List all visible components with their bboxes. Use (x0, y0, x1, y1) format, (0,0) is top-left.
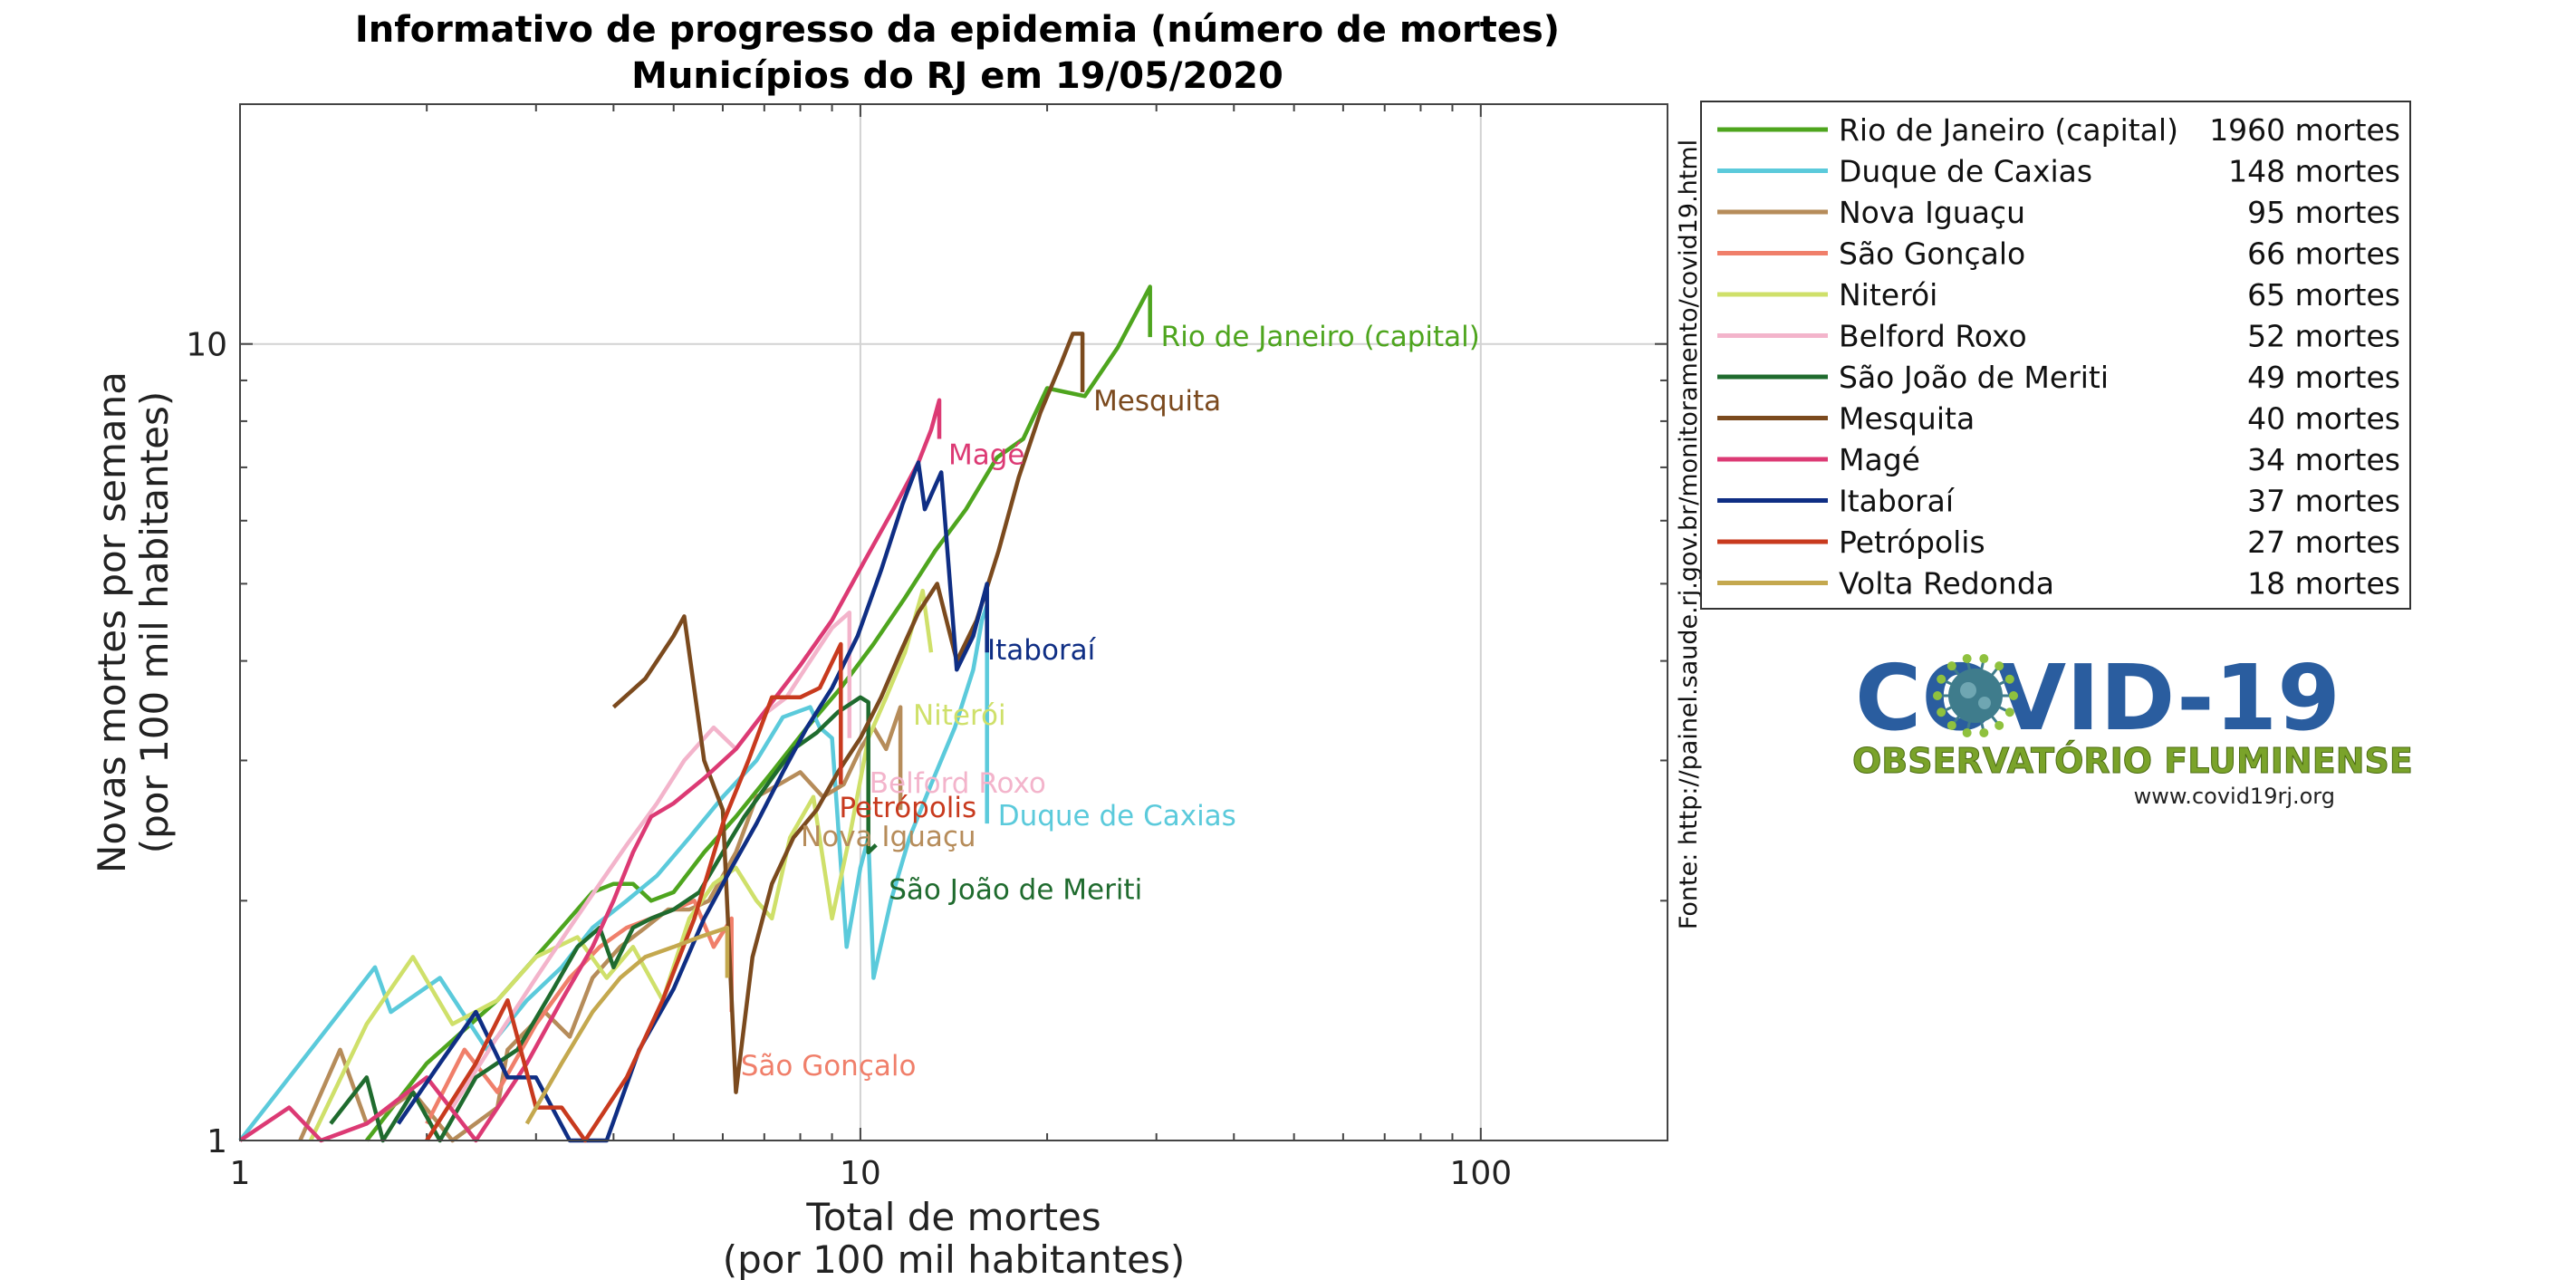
virus-spike-tip (1962, 654, 1972, 664)
legend-name-3: São Gonçalo (1839, 236, 2025, 272)
series-label-4: Niterói (913, 699, 1006, 732)
series-label-8: Magé (948, 438, 1025, 471)
virus-spike-tip (2004, 707, 2014, 717)
y-axis-label: Novas mortes por semana (90, 371, 134, 873)
plot-frame (239, 103, 1668, 1141)
series-label-10: Petrópolis (839, 792, 976, 824)
series-line-11 (524, 925, 730, 1125)
virus-spike-tip (2004, 674, 2014, 684)
x-tick-label: 100 (1449, 1155, 1512, 1192)
series-line-5 (450, 610, 852, 1109)
series-end-labels: Rio de Janeiro (capital) Duque de Caxias N… (741, 321, 1480, 1083)
y-axis-sublabel: (por 100 mil habitantes) (132, 391, 177, 854)
legend: Rio de Janeiro (capital) 1960 mortes Duque… (1700, 101, 2411, 610)
legend-name-11: Volta Redonda (1839, 566, 2054, 602)
series-label-2: Nova Iguaçu (801, 821, 976, 853)
legend-deaths-0: 1960 mortes (2209, 112, 2400, 148)
series-label-6: São João de Meriti (889, 874, 1142, 907)
series-lines (238, 284, 1152, 1143)
chart-subtitle: Municípios do RJ em 19/05/2020 (631, 55, 1283, 97)
chart-title: Informativo de progresso da epidemia (nú… (355, 9, 1560, 51)
y-tick-label: 1 (207, 1123, 227, 1160)
legend-name-2: Nova Iguaçu (1839, 195, 2025, 230)
legend-name-0: Rio de Janeiro (capital) (1839, 112, 2178, 148)
legend-name-1: Duque de Caxias (1839, 154, 2092, 189)
axis-ticks: 1 10 100 1 10 (186, 103, 1668, 1192)
legend-name-9: Itaboraí (1839, 484, 1956, 519)
series-label-3: São Gonçalo (741, 1050, 917, 1083)
series-line-9 (396, 460, 989, 1143)
legend-name-6: São João de Meriti (1839, 360, 2109, 395)
x-axis-sublabel: (por 100 mil habitantes) (723, 1237, 1186, 1280)
series-label-7: Mesquita (1093, 385, 1221, 418)
legend-deaths-5: 52 mortes (2247, 319, 2400, 354)
series-line-8 (238, 398, 942, 1143)
logo-title: COVID-19 (1855, 645, 2341, 751)
legend-name-7: Mesquita (1839, 401, 1975, 437)
legend-deaths-2: 95 mortes (2247, 195, 2400, 230)
legend-deaths-9: 37 mortes (2247, 484, 2400, 519)
legend-name-4: Niterói (1839, 277, 1937, 313)
virus-spot (1960, 682, 1976, 698)
virus-spike-tip (2009, 691, 2018, 700)
series-label-5: Belford Roxo (870, 767, 1046, 800)
logo-subtitle: OBSERVATÓRIO FLUMINENSE (1852, 741, 2413, 781)
virus-spike-tip (1962, 727, 1972, 737)
series-label-9: Itaboraí (987, 634, 1097, 667)
legend-deaths-1: 148 mortes (2228, 154, 2400, 189)
legend-deaths-3: 66 mortes (2247, 236, 2400, 272)
covid19-logo: COVID-19 OBSERVATÓRIO FLUMINENSE www.cov… (1852, 645, 2414, 809)
legend-name-5: Belford Roxo (1839, 319, 2027, 354)
x-tick-label: 10 (840, 1155, 881, 1192)
legend-deaths-10: 27 mortes (2247, 525, 2400, 560)
legend-name-8: Magé (1839, 442, 1920, 477)
virus-spike-tip (1937, 707, 1946, 717)
virus-spike-tip (1979, 727, 1989, 737)
series-label-0: Rio de Janeiro (capital) (1161, 321, 1480, 353)
virus-spike-tip (1994, 720, 2004, 730)
legend-box (1700, 101, 2411, 610)
virus-spike-tip (1946, 720, 1956, 730)
legend-deaths-7: 40 mortes (2247, 401, 2400, 437)
legend-deaths-11: 18 mortes (2247, 566, 2400, 602)
source-note: Fonte: http://painel.saude.rj.gov.br/mon… (1675, 140, 1703, 929)
legend-deaths-6: 49 mortes (2247, 360, 2400, 395)
series-line-3 (425, 899, 734, 1125)
virus-spike-tip (1994, 661, 2004, 671)
legend-deaths-8: 34 mortes (2247, 442, 2400, 477)
series-label-1: Duque de Caxias (998, 800, 1236, 832)
x-tick-label: 1 (230, 1155, 251, 1192)
virus-spike-tip (1979, 654, 1989, 664)
series-line-10 (425, 641, 843, 1143)
virus-icon (1933, 654, 2018, 737)
virus-body (1948, 669, 2003, 723)
virus-spike-tip (1946, 661, 1956, 671)
series-line-7 (611, 332, 1085, 1094)
series-line-1 (238, 602, 989, 1142)
virus-spike-tip (1937, 674, 1946, 684)
legend-deaths-4: 65 mortes (2247, 277, 2400, 313)
virus-spike-tip (1933, 691, 1942, 700)
legend-name-10: Petrópolis (1839, 525, 1985, 560)
y-tick-label: 10 (186, 327, 227, 364)
virus-spot (1978, 697, 1991, 709)
x-axis-label: Total de mortes (805, 1195, 1101, 1239)
logo-url: www.covid19rj.org (2134, 784, 2335, 809)
